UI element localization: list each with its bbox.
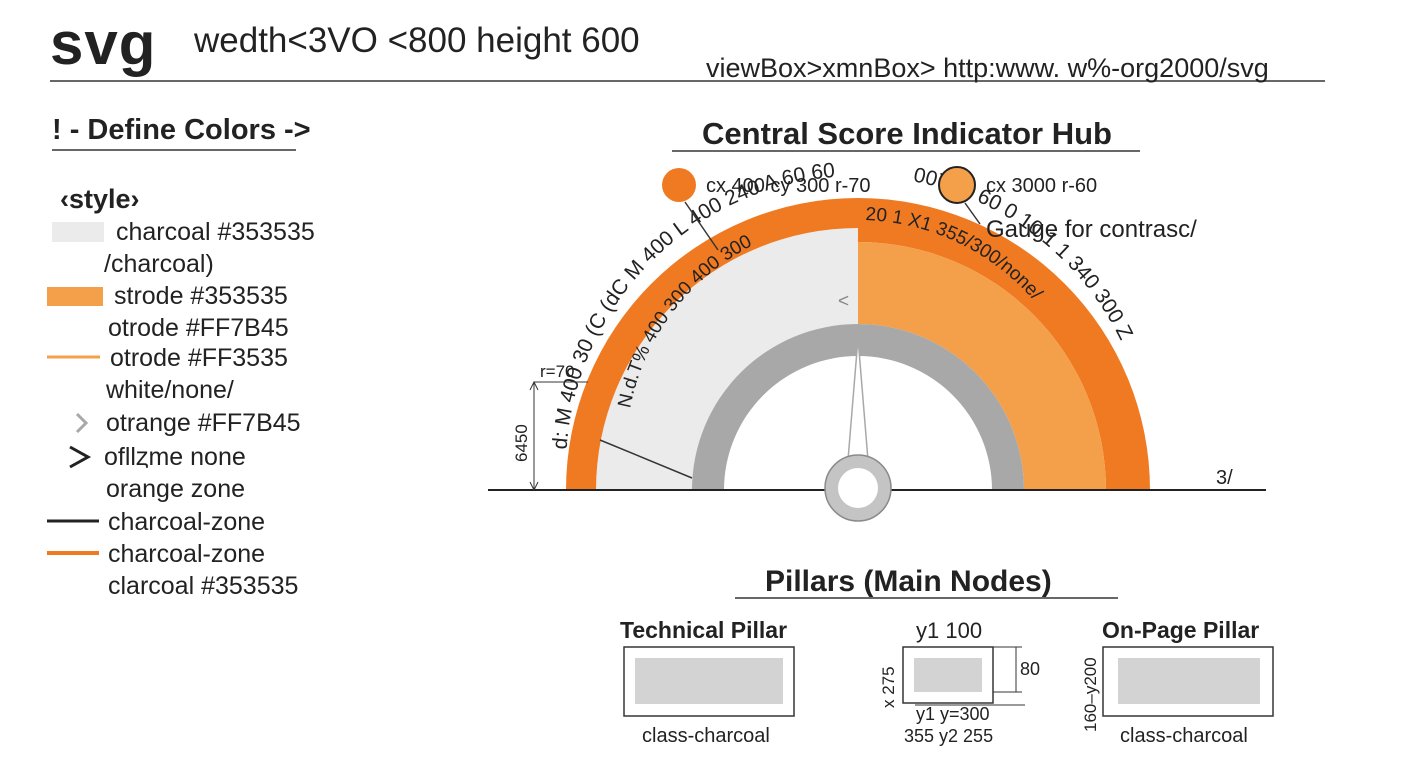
svg-size-text: wedth<3VO <800 height 600	[194, 21, 640, 60]
inner-orange-arc	[858, 242, 1106, 490]
outer-arc-right	[858, 198, 1150, 490]
onpage-pillar-caption: class-charcoal	[1120, 725, 1248, 747]
indicator-circle-secondary	[938, 166, 976, 204]
pillars-title: Pillars (Main Nodes)	[765, 565, 1052, 598]
circle-secondary-label: cx 3000 r-60	[986, 175, 1098, 197]
middle-pillar-top-label: y1 100	[916, 618, 983, 643]
baseline-label: 3/	[1216, 467, 1233, 489]
score-gauge	[488, 198, 1266, 522]
legend-heading: ! - Define Colors ->	[52, 114, 311, 146]
outer-arc-left	[566, 198, 858, 490]
legend-item: charcoal #353535	[116, 218, 315, 246]
gauge-hub-center	[838, 468, 878, 508]
legend-item: ofllȥme none	[104, 443, 246, 471]
style-tag: ‹style›	[60, 184, 140, 214]
middle-pillar-side-label: x 275	[879, 666, 898, 708]
radius-label: r=70	[540, 362, 575, 381]
gauge-needle	[847, 337, 869, 461]
onpage-pillar-fill	[1118, 658, 1260, 704]
page-title: svg	[50, 10, 157, 77]
legend-item: otrange #FF7B45	[106, 409, 301, 437]
technical-pillar-fill	[635, 658, 783, 704]
legend-item: white/none/	[106, 376, 234, 404]
gray-chevron-icon	[75, 412, 89, 434]
path-pointer-line	[599, 439, 693, 479]
onpage-pillar-side-label: 160–y200	[1081, 657, 1100, 732]
height-dimension-label: 6450	[512, 424, 531, 462]
legend-item: clarcoal #353535	[108, 572, 299, 600]
circle-primary-pointer	[684, 201, 719, 251]
dimension-arrow-down-icon	[529, 481, 539, 492]
legend-item: orange zone	[106, 475, 246, 503]
circle-secondary-pointer	[964, 202, 981, 225]
legend-item: /charcoal)	[104, 250, 214, 278]
inner-gray-ring	[692, 324, 1024, 490]
legend-item: otrode #FF3535	[110, 344, 288, 372]
middle-pillar-bottom-label: y1 y=300	[916, 704, 990, 724]
legend-item: otrode #FF7B45	[108, 314, 289, 342]
technical-pillar-label: Technical Pillar	[620, 617, 788, 643]
gauge-note: Gauge for contrasc/	[986, 216, 1197, 243]
legend-item: strode #353535	[114, 282, 288, 310]
middle-pillar-height-label: 80	[1020, 659, 1041, 679]
middle-pillar-bottom-label-2: 355 y2 255	[904, 726, 994, 746]
svg-viewbox-text: viewBox>xmnBox> http:www. w%-org2000/svg	[706, 53, 1269, 83]
orange-swatch	[47, 287, 103, 306]
middle-pillar-fill	[914, 658, 982, 692]
dimension-arrow-up-icon	[529, 380, 539, 391]
hub-title: Central Score Indicator Hub	[702, 116, 1112, 151]
onpage-pillar-label: On-Page Pillar	[1102, 617, 1260, 643]
inner-light-arc	[596, 228, 858, 490]
black-chevron-icon	[69, 445, 92, 469]
circle-primary-label: cx 400 cy 300 r-70	[706, 175, 871, 197]
technical-pillar-caption: class-charcoal	[642, 725, 770, 747]
inner-arc-marker: <	[838, 291, 849, 312]
legend-item: charcoal-zone	[108, 508, 266, 536]
indicator-circle-primary	[662, 168, 696, 202]
charcoal-swatch	[52, 222, 104, 242]
legend-item: charcoal-zone	[108, 540, 266, 568]
